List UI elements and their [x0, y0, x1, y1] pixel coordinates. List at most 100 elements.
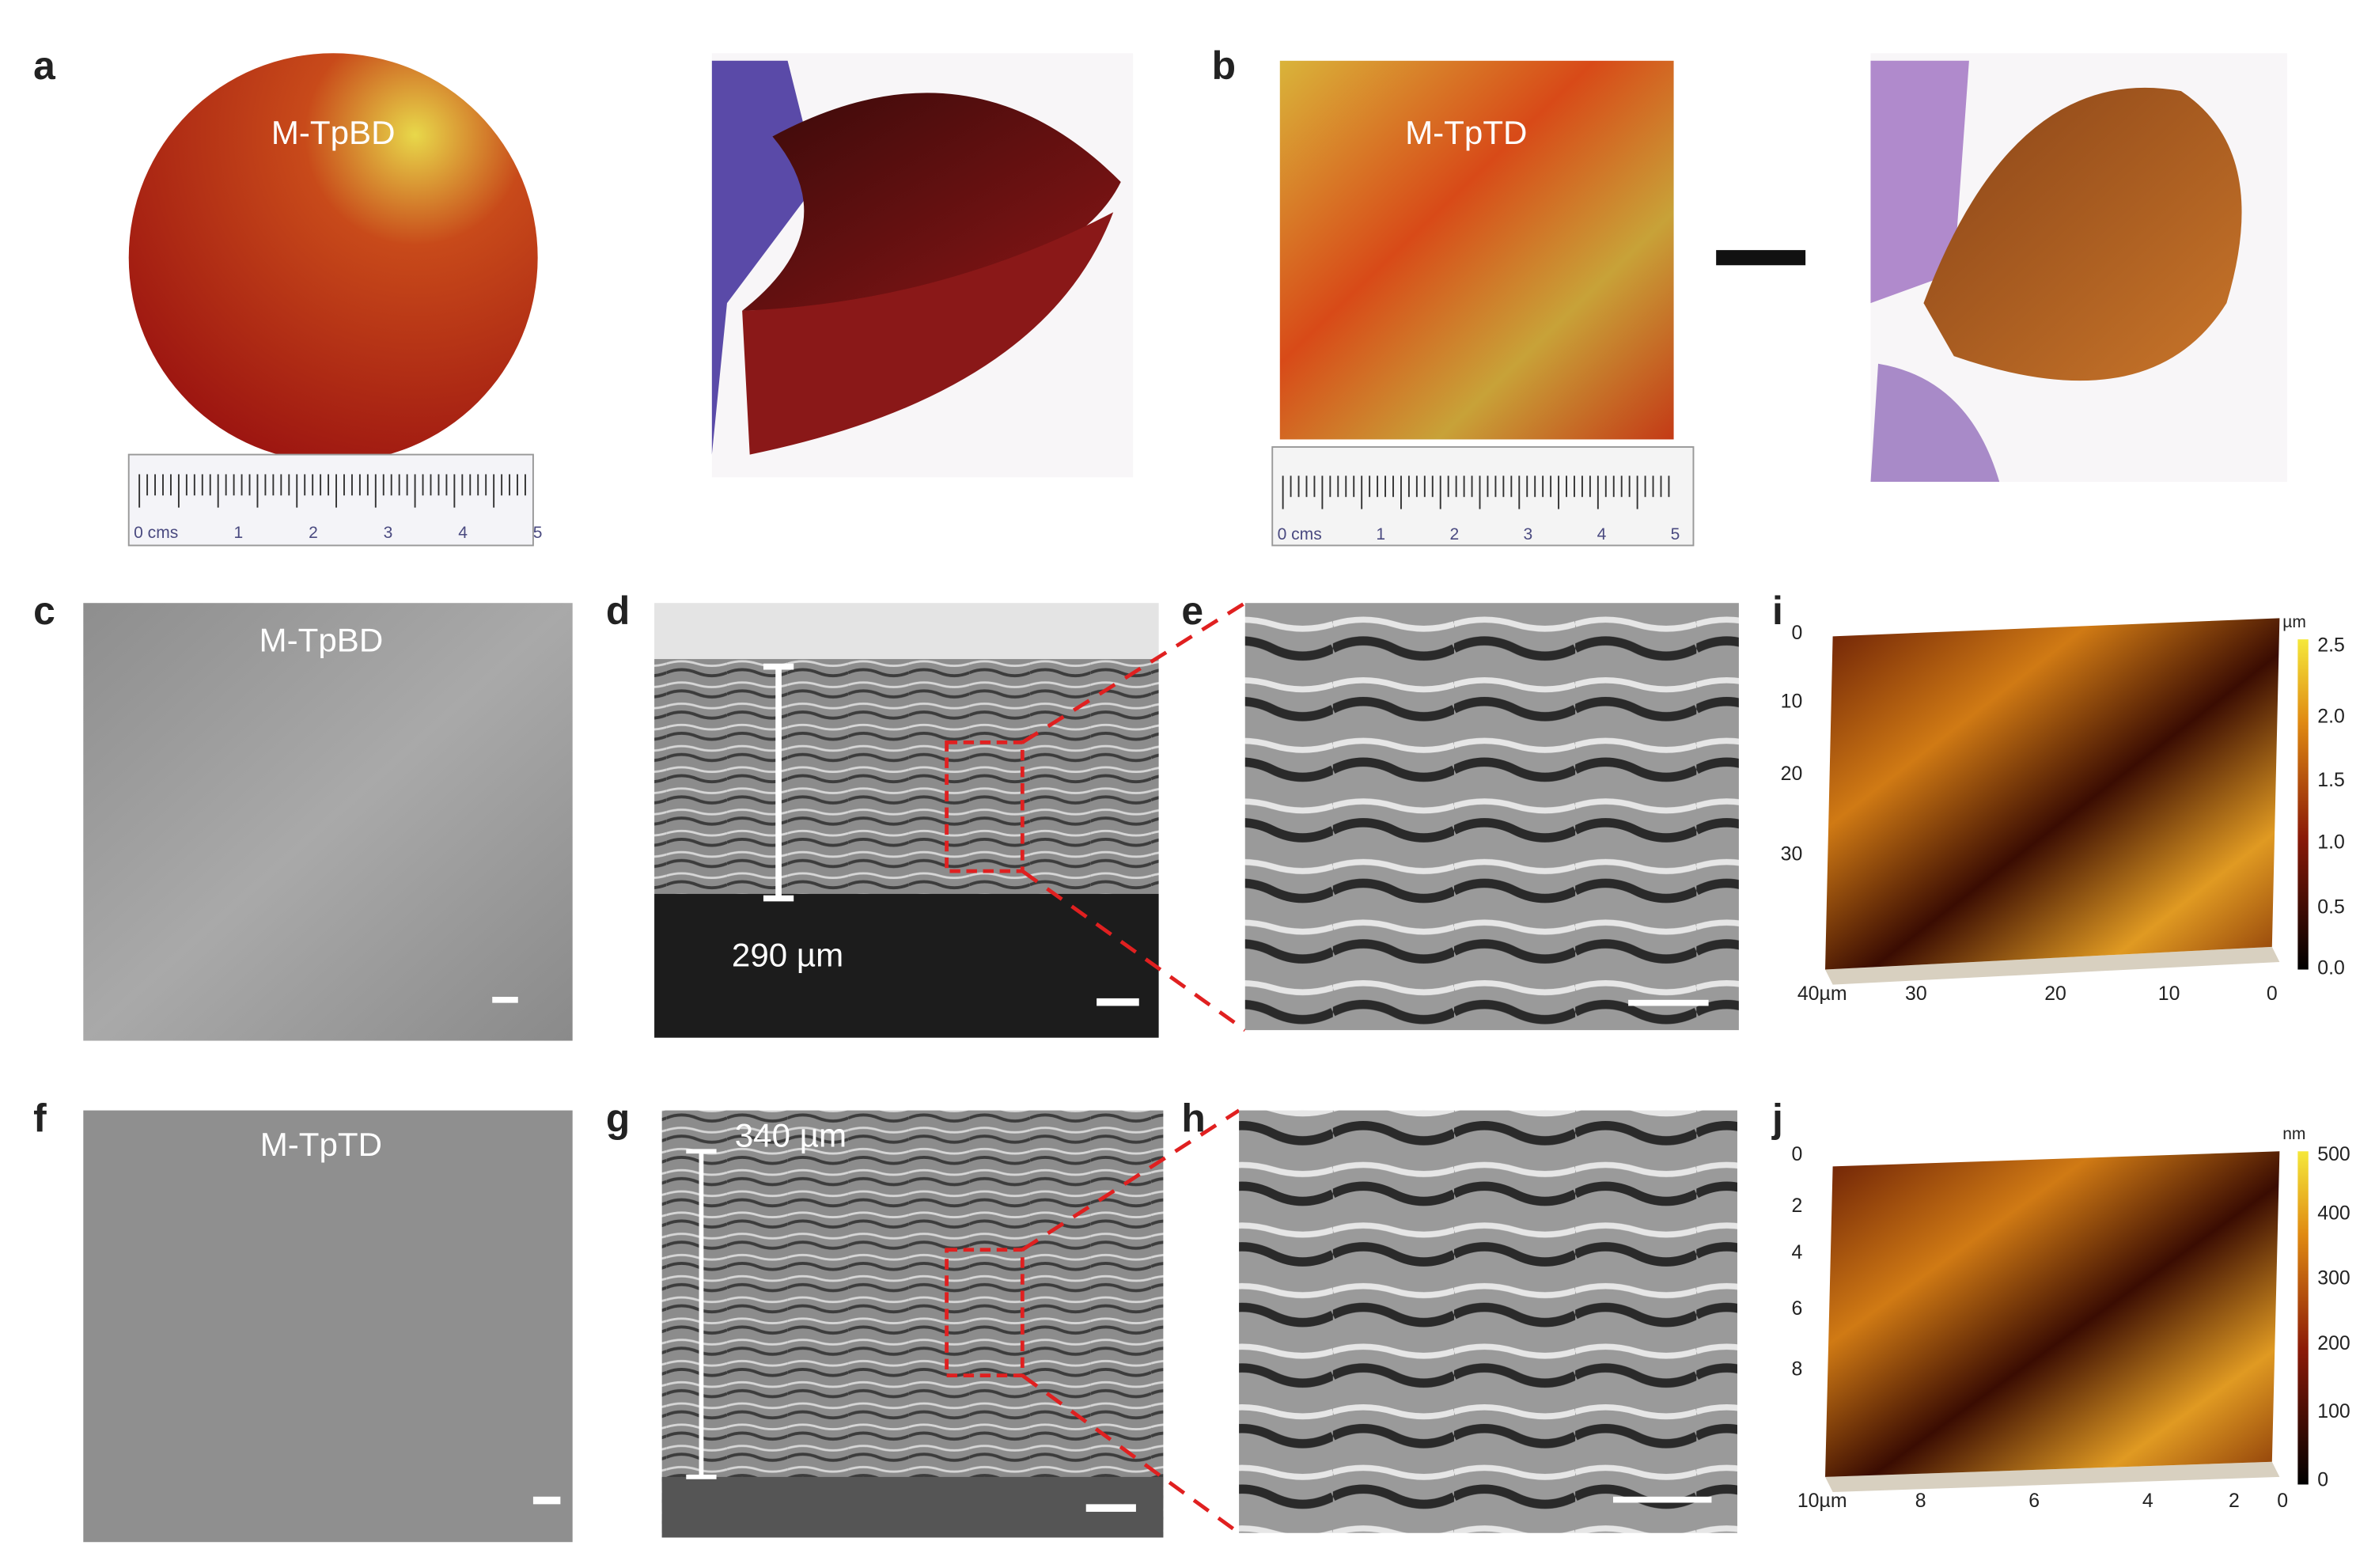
ruler-label: 0 cms	[134, 524, 178, 542]
thickness-label: 290 µm	[732, 937, 843, 974]
colorbar-label: 1.5	[2317, 769, 2345, 791]
y-tick-label: 20	[1781, 763, 1803, 785]
colorbar-label: 0	[2317, 1468, 2328, 1490]
sem-surface	[83, 603, 573, 1041]
glove	[1870, 363, 2000, 483]
ruler	[127, 453, 534, 547]
colorbar-label: 2.0	[2317, 705, 2345, 727]
ruler-label: 5	[1671, 525, 1680, 543]
panel-label: c	[33, 589, 55, 633]
x-tick-label: 0	[2267, 983, 2278, 1005]
x-tick-label: 20	[2044, 983, 2066, 1005]
zoom-line	[1021, 601, 1247, 1032]
panel-label: e	[1181, 589, 1203, 633]
afm	[1825, 618, 2309, 1493]
zoom-line	[1021, 1108, 1241, 1535]
x-tick-label: 30	[1905, 983, 1927, 1005]
x-tick-label: 6	[2028, 1490, 2040, 1512]
ruler-label: 4	[1597, 525, 1607, 543]
ruler-label: 0 cms	[1278, 525, 1322, 543]
panel-label: f	[33, 1096, 47, 1140]
sem-cross-section	[654, 659, 1159, 894]
sem-cross-section	[654, 603, 1159, 660]
y-tick-label: 0	[1791, 1143, 1802, 1165]
colorbar	[2297, 639, 2309, 970]
membrane-bent	[1923, 87, 2242, 381]
colorbar-label: 200	[2317, 1332, 2350, 1354]
x-tick-label: 10µm	[1797, 1490, 1847, 1512]
colorbar-label: 1.0	[2317, 831, 2345, 853]
y-tick-label: 10	[1781, 690, 1803, 712]
colorbar-label: 500	[2317, 1143, 2350, 1165]
membrane-square	[1279, 60, 1674, 440]
sample-name: M-TpBD	[271, 114, 396, 151]
sample-name: M-TpTD	[260, 1126, 382, 1163]
panel-label: b	[1212, 44, 1236, 88]
labels: a b c d e i f g h j M-TpBD M-TpTD M-TpBD…	[33, 44, 1783, 1163]
panel-label: h	[1181, 1096, 1205, 1140]
sample-name: M-TpBD	[259, 621, 384, 658]
membrane-disk	[128, 53, 538, 463]
scale-bar	[1628, 999, 1709, 1006]
colorbar-label: 0.0	[2317, 956, 2345, 979]
panel-label: j	[1771, 1096, 1783, 1140]
x-tick-label: 4	[2142, 1490, 2153, 1512]
thickness-label: 340 µm	[735, 1117, 847, 1154]
scale-bar	[492, 996, 518, 1003]
panel-label: g	[606, 1096, 630, 1140]
y-tick-label: 30	[1781, 843, 1803, 865]
ruler	[1271, 446, 1695, 547]
y-tick-label: 0	[1791, 622, 1802, 644]
sem-cross-section	[661, 1476, 1164, 1538]
zoom-box	[945, 740, 1025, 873]
sem-zoom	[1244, 603, 1739, 1031]
ruler-label: 3	[384, 524, 393, 542]
x-tick-label: 10	[2158, 983, 2180, 1005]
x-tick-label: 40µm	[1797, 983, 1847, 1005]
thickness-bar	[686, 1149, 717, 1479]
sem-cross-section	[661, 1110, 1164, 1538]
ruler-label: 5	[533, 524, 543, 542]
colorbar-label: 100	[2317, 1400, 2350, 1422]
panel-label: i	[1772, 589, 1783, 633]
ruler-label: 4	[458, 524, 468, 542]
afm-surface	[1825, 618, 2280, 970]
colorbar-unit: µm	[2282, 613, 2306, 631]
glove	[1870, 60, 1969, 304]
scale-bar	[1097, 998, 1139, 1006]
x-tick-label: 0	[2277, 1490, 2288, 1512]
micrographs	[83, 601, 1739, 1543]
ruler-label: 3	[1524, 525, 1533, 543]
afm-base	[1825, 1461, 2280, 1493]
panel-label: a	[33, 44, 55, 88]
sem-zoom	[1239, 1110, 1737, 1533]
photos	[127, 53, 2287, 547]
ruler-label: 1	[233, 524, 243, 542]
x-tick-label: 8	[1915, 1490, 1926, 1512]
afm-base	[1825, 946, 2280, 985]
colorbar-label: 300	[2317, 1267, 2350, 1290]
scale-bar	[1612, 1496, 1712, 1503]
colorbar-label: 2.5	[2317, 634, 2345, 656]
sem-cross-section	[654, 893, 1159, 1038]
y-tick-label: 6	[1791, 1297, 1802, 1320]
sample-name: M-TpTD	[1405, 114, 1527, 151]
scale-bar	[1085, 1504, 1136, 1512]
colorbar-unit: nm	[2282, 1125, 2305, 1143]
colorbar-label: 0.5	[2317, 896, 2345, 918]
thickness-bar	[763, 663, 794, 902]
y-tick-label: 8	[1791, 1358, 1802, 1381]
sem-surface	[83, 1110, 573, 1543]
ruler-label: 2	[309, 524, 318, 542]
zoom-box	[945, 1248, 1025, 1378]
panel-label: d	[606, 589, 630, 633]
dash	[1716, 250, 1806, 266]
afm-surface	[1825, 1151, 2280, 1477]
membrane-bent	[742, 212, 1114, 455]
x-tick-label: 2	[2229, 1490, 2240, 1512]
colorbar-label: 400	[2317, 1202, 2350, 1224]
colorbar	[2297, 1151, 2309, 1485]
scale-bar	[532, 1496, 561, 1505]
